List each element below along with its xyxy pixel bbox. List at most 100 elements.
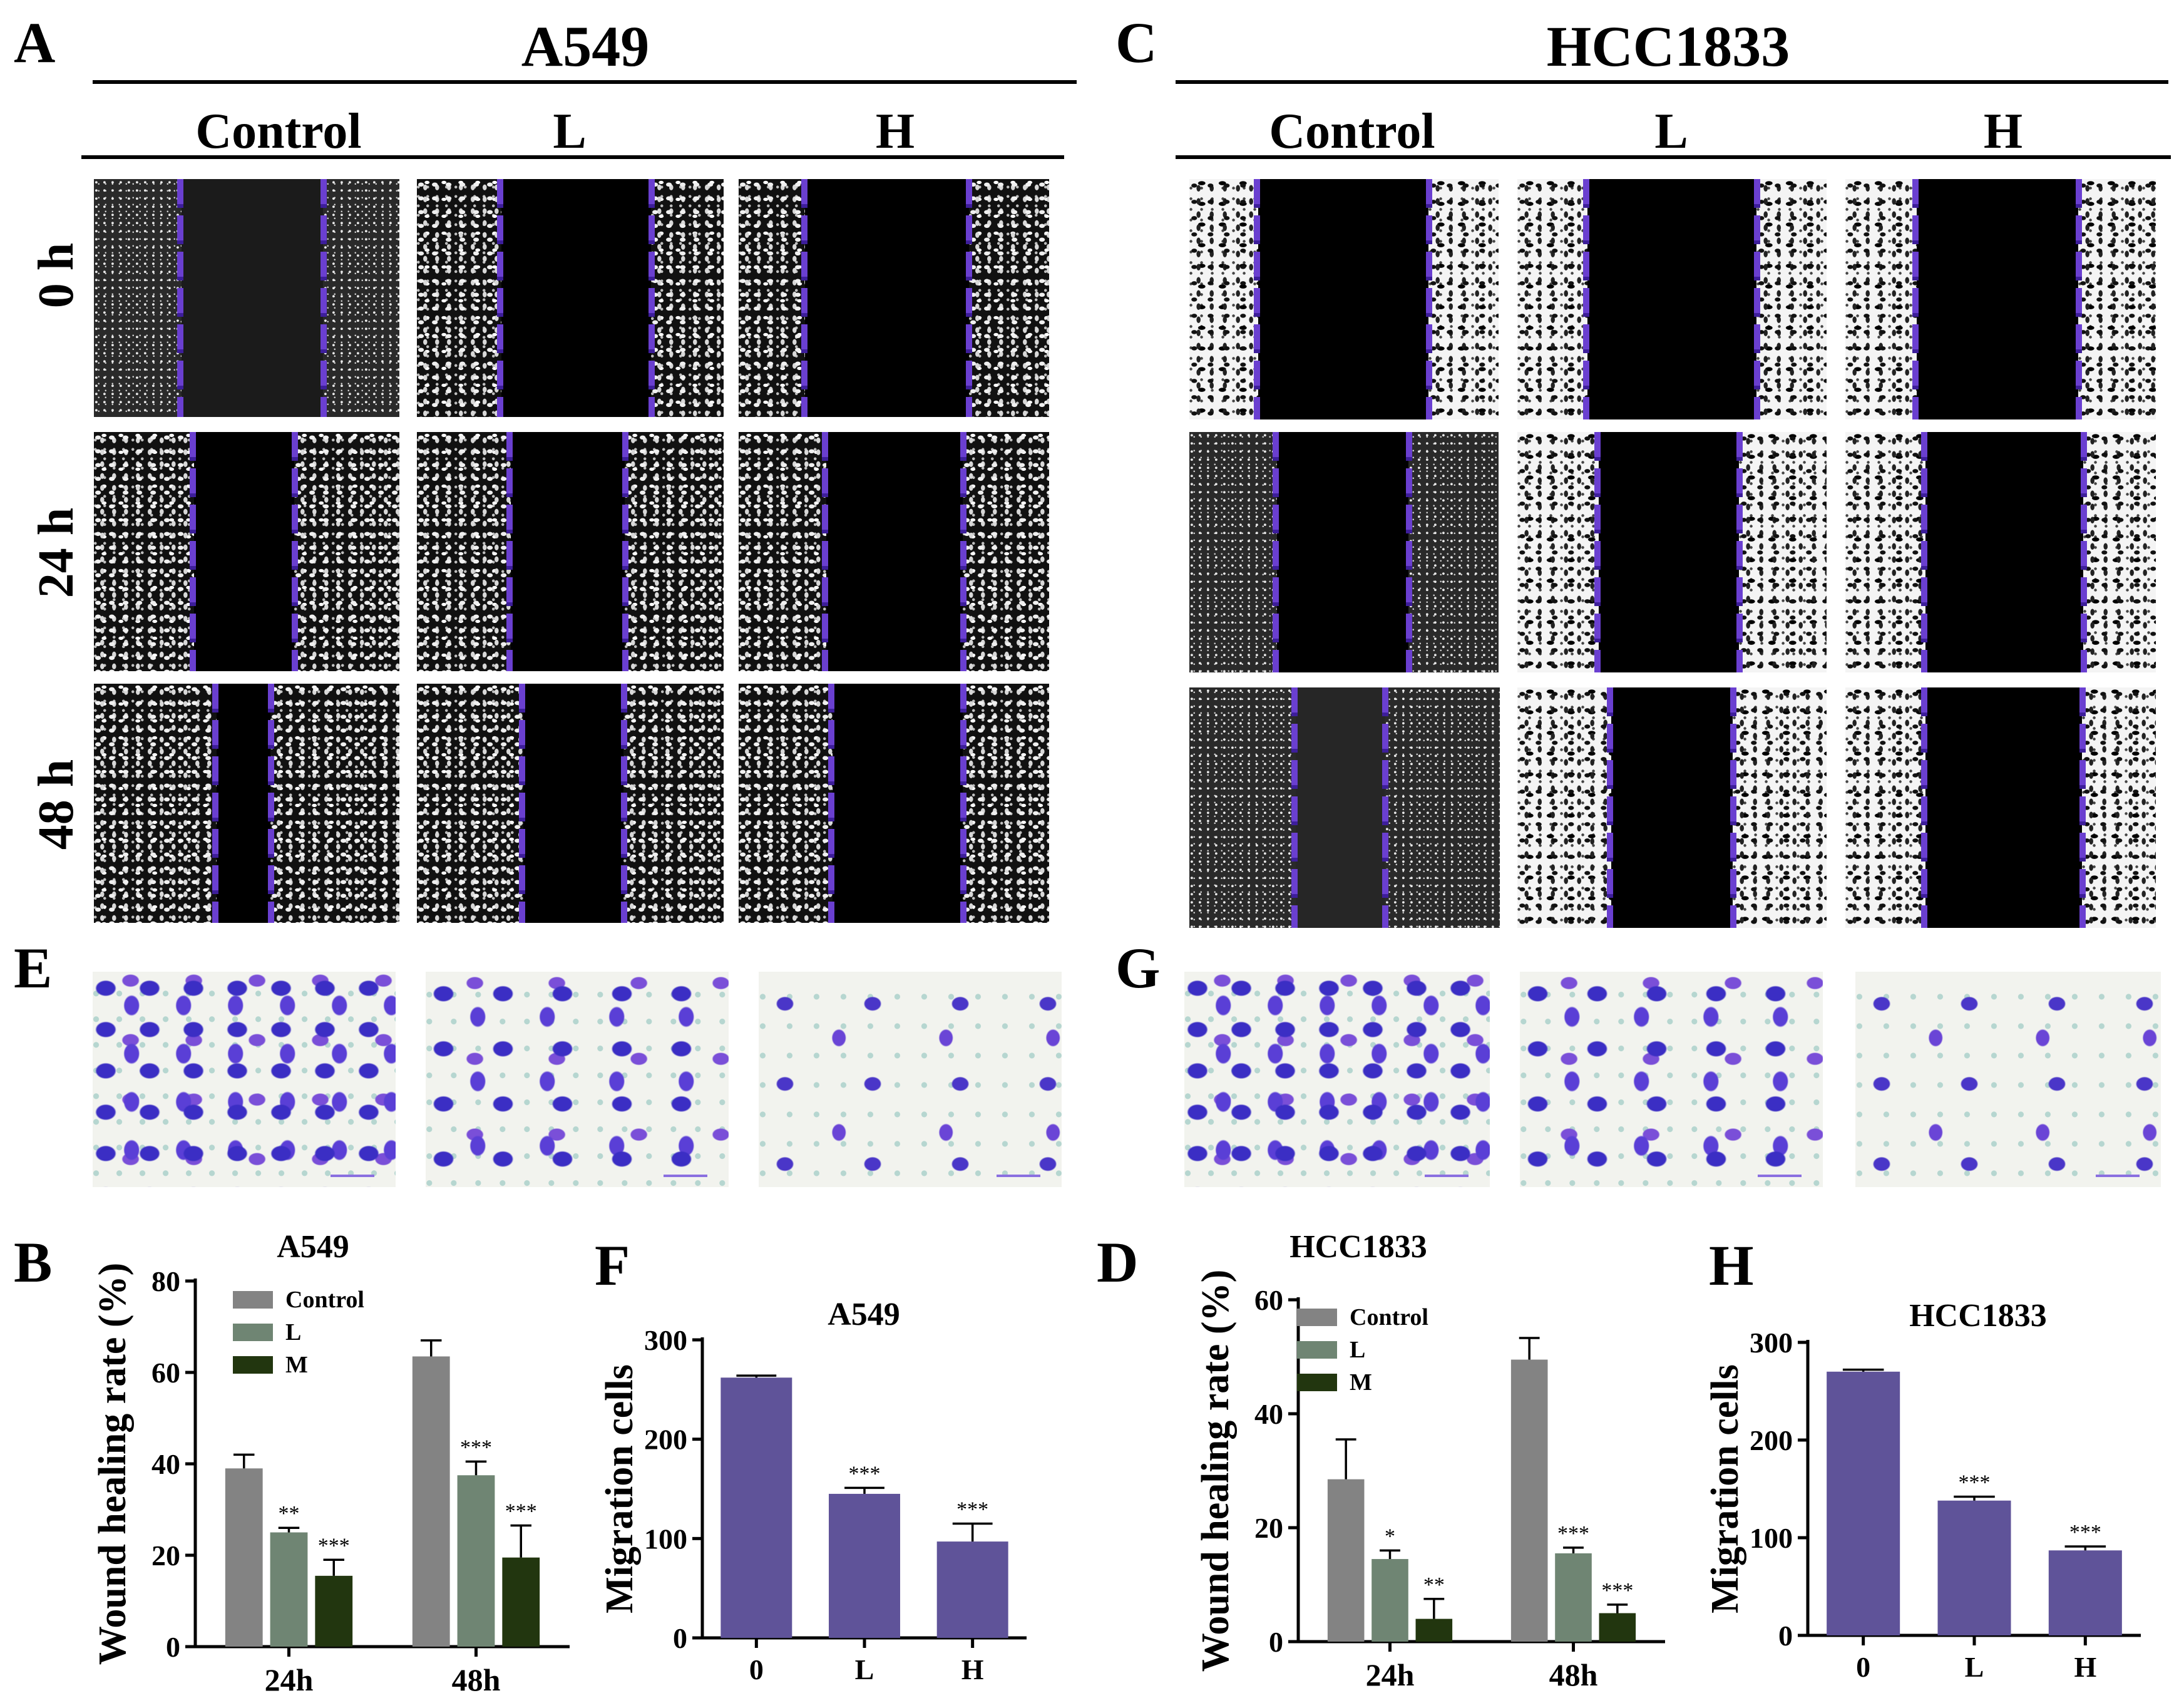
a549-col-h: H (875, 104, 915, 159)
wound-image-a549-h-24h (739, 432, 1049, 671)
wound-image-a549-h-0h (739, 179, 1049, 417)
panel-label-a: A (14, 11, 56, 75)
legend-label: L (1350, 1337, 1365, 1363)
hcc1833-col-l: L (1654, 104, 1688, 159)
bar (1510, 1359, 1548, 1642)
significance-marker: ** (279, 1502, 300, 1525)
wound-image-hcc1833-l-48h (1517, 687, 1827, 928)
y-tick-label: 20 (151, 1540, 180, 1572)
transwell-image-a549-h (759, 972, 1062, 1187)
wound-image-hcc1833-control-24h (1189, 432, 1499, 672)
y-tick-label: 100 (644, 1523, 687, 1555)
significance-marker: *** (318, 1534, 350, 1557)
panel-label-g: G (1115, 936, 1161, 1000)
y-tick-label: 300 (644, 1324, 687, 1356)
y-tick-label: 60 (1254, 1284, 1283, 1316)
bar (457, 1475, 495, 1647)
wound-image-a549-l-0h (417, 179, 724, 417)
bar (720, 1377, 792, 1638)
bar (502, 1557, 540, 1647)
x-tick-label: H (2074, 1651, 2096, 1683)
wound-image-hcc1833-h-24h (1845, 432, 2156, 672)
panel-label-e: E (14, 936, 53, 1000)
significance-marker: *** (1601, 1579, 1633, 1602)
panel-label-f: F (595, 1233, 630, 1297)
chart-title: HCC1833 (1289, 1229, 1427, 1265)
panel-label-d: D (1097, 1230, 1139, 1294)
legend-swatch (233, 1291, 273, 1309)
x-tick-label: 0 (1856, 1651, 1870, 1683)
y-tick-label: 200 (1750, 1424, 1793, 1456)
bar (1599, 1613, 1636, 1642)
hcc1833-col-control: Control (1269, 104, 1435, 159)
y-tick-label: 200 (644, 1424, 687, 1456)
bar (1415, 1618, 1453, 1642)
wound-image-hcc1833-l-24h (1517, 432, 1827, 672)
x-tick-label: 24h (265, 1662, 314, 1697)
y-axis-label: Wound healing rate (%) (1194, 1270, 1237, 1672)
chart-migration-hcc1833: HCC1833 Migration cells 0 100 200 300 0 *** L ***… (1704, 1298, 2141, 1683)
y-tick-label: 300 (1750, 1327, 1793, 1359)
y-tick-label: 0 (166, 1631, 180, 1663)
hcc1833-col-h: H (1983, 104, 2023, 159)
chart-migration-a549: A549 Migration cells 0 100 200 300 0 *** L *** H (598, 1297, 1027, 1685)
panel-label-b: B (14, 1230, 53, 1294)
transwell-image-hcc1833-h (1855, 972, 2161, 1187)
hcc1833-title-rule (1176, 80, 2168, 84)
significance-marker: * (1385, 1525, 1395, 1548)
transwell-image-hcc1833-control (1184, 972, 1490, 1187)
transwell-image-a549-control (93, 972, 396, 1187)
wound-image-hcc1833-control-0h (1189, 179, 1499, 419)
significance-marker: *** (1557, 1522, 1589, 1545)
bar (1327, 1479, 1365, 1642)
legend-swatch (1297, 1374, 1337, 1391)
x-tick-label: H (961, 1654, 984, 1685)
row-label-24h: 24 h (29, 507, 84, 599)
legend-swatch (233, 1356, 273, 1374)
y-tick-label: 80 (151, 1265, 180, 1297)
x-tick-label: L (1965, 1651, 1984, 1683)
significance-marker: *** (505, 1500, 537, 1523)
y-tick-label: 60 (151, 1357, 180, 1389)
chart-title: HCC1833 (1909, 1298, 2047, 1334)
row-label-48h: 48 h (29, 759, 84, 850)
y-axis-label: Migration cells (1704, 1364, 1746, 1613)
wound-image-hcc1833-l-0h (1517, 179, 1827, 419)
chart-title: A549 (828, 1297, 900, 1332)
scale-bar (2096, 1175, 2140, 1177)
legend-swatch (1297, 1341, 1337, 1359)
hcc1833-col-rule (1176, 155, 2171, 159)
bar (1937, 1500, 2011, 1635)
legend-label: Control (285, 1287, 364, 1313)
wound-image-a549-l-24h (417, 432, 724, 671)
bar (936, 1541, 1008, 1638)
x-tick-label: 48h (452, 1662, 501, 1697)
scale-bar (997, 1175, 1040, 1177)
bar (1827, 1371, 1900, 1635)
bar (270, 1532, 308, 1647)
y-axis-label: Wound healing rate (%) (91, 1263, 134, 1665)
y-tick-label: 100 (1750, 1522, 1793, 1554)
a549-title-rule (93, 80, 1077, 84)
significance-marker: *** (1959, 1471, 1991, 1494)
y-tick-label: 40 (1254, 1398, 1283, 1430)
scale-bar (1758, 1175, 1802, 1177)
wound-image-hcc1833-h-0h (1845, 179, 2156, 419)
significance-marker: *** (2069, 1521, 2101, 1544)
legend-label: M (1350, 1369, 1372, 1396)
hcc1833-title: HCC1833 (1546, 14, 1790, 78)
legend-label: L (285, 1319, 301, 1345)
scale-bar (1425, 1175, 1469, 1177)
x-tick-label: 48h (1549, 1657, 1598, 1692)
transwell-image-a549-l (426, 972, 729, 1187)
y-tick-label: 40 (151, 1448, 180, 1480)
bar (1371, 1559, 1408, 1642)
x-tick-label: 0 (749, 1654, 764, 1685)
wound-image-a549-control-24h (94, 432, 399, 671)
y-axis-label: Migration cells (598, 1364, 641, 1613)
panel-label-c: C (1115, 11, 1157, 75)
a549-col-rule (81, 155, 1064, 159)
y-tick-label: 0 (673, 1622, 687, 1654)
